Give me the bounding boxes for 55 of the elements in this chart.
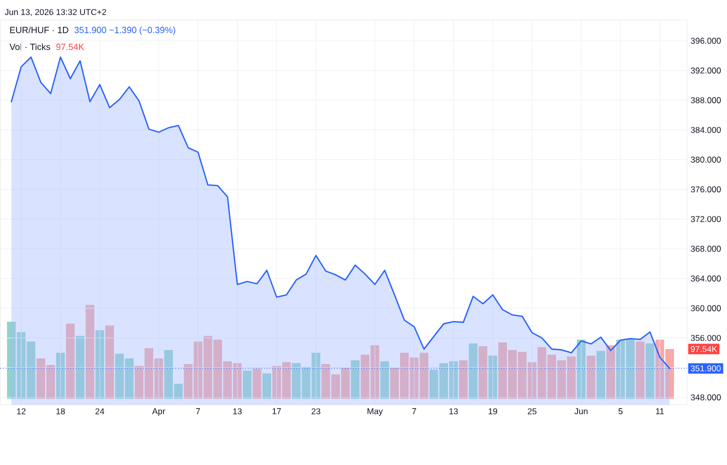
bar (262, 374, 272, 399)
x-tick-label: 25 (528, 408, 536, 414)
x-tick-label: 5 (618, 408, 623, 414)
y-tick-label: 356.000 (690, 335, 721, 342)
bar (105, 326, 114, 399)
x-tick-label: May (368, 408, 383, 416)
y-tick-label: 376.000 (690, 186, 721, 192)
x-tick-label: 7 (196, 408, 200, 414)
bar (86, 304, 94, 399)
x-tick-label: 24 (96, 408, 104, 414)
x-tick-label: 18 (56, 408, 65, 414)
x-tick-label: 13 (233, 408, 242, 414)
y-tick-label: 392.000 (690, 68, 721, 74)
bar (76, 336, 84, 399)
x-tick-label: Jun (574, 408, 588, 414)
text: Jun 13, 2026 13:32 UTC+2 (4, 9, 106, 16)
y-tick-label: 364.000 (690, 276, 721, 282)
x-tick-label: Apr (152, 408, 166, 416)
chart-title: Vol · Ticks (10, 44, 50, 50)
x-tick-label: 17 (272, 408, 281, 414)
y-tick-label: 380.000 (690, 156, 721, 163)
bar (95, 330, 104, 399)
bar (468, 343, 478, 399)
chart-subtitle: 97.54K (56, 44, 84, 50)
x-tick-label: 23 (312, 408, 320, 414)
y-tick-label: 388.000 (690, 97, 721, 104)
x-tick-label: 19 (488, 408, 498, 414)
bar (646, 343, 654, 399)
text: 351.900 −1.390 (−0.39%) (74, 26, 176, 36)
y-tick-label: 384.000 (690, 127, 721, 134)
bar (586, 356, 596, 399)
x-tick-label: 7 (412, 408, 416, 414)
x-tick-label: 11 (656, 408, 664, 414)
bar (252, 368, 262, 399)
x-tick-label: 13 (449, 408, 458, 414)
bar (56, 352, 65, 399)
y-tick-label: 360.000 (690, 305, 721, 312)
bar (380, 361, 390, 399)
bar (488, 356, 498, 399)
bar (478, 346, 488, 399)
bar (596, 350, 606, 399)
y-tick-label: 368.000 (690, 246, 721, 252)
bar (66, 324, 75, 399)
bar (636, 342, 645, 399)
bar (458, 360, 468, 399)
bar (242, 370, 252, 399)
bar (350, 360, 360, 399)
bar (606, 345, 616, 399)
text: EUR/HUF · 1D (10, 26, 68, 34)
y-tick-label: 348.000 (690, 394, 721, 400)
y-tick-label: 396.000 (690, 38, 721, 44)
text: 97.54K (690, 346, 718, 352)
x-tick-label: 12 (17, 408, 26, 414)
ref-line-label: 351.900 (690, 366, 721, 372)
y-tick-label: 372.000 (690, 216, 721, 222)
